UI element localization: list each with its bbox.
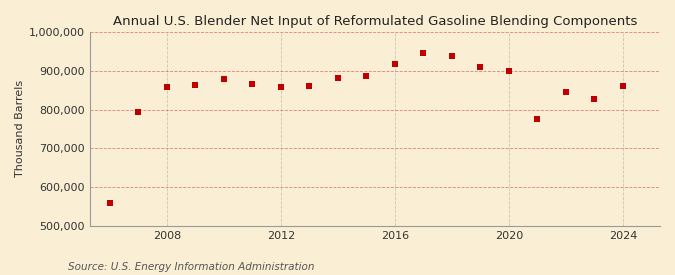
Point bbox=[532, 117, 543, 122]
Point bbox=[247, 82, 258, 87]
Point bbox=[133, 110, 144, 114]
Point bbox=[275, 85, 286, 89]
Point bbox=[447, 54, 458, 58]
Point bbox=[560, 90, 571, 94]
Text: Source: U.S. Energy Information Administration: Source: U.S. Energy Information Administ… bbox=[68, 262, 314, 272]
Point bbox=[618, 84, 628, 89]
Point bbox=[504, 68, 514, 73]
Point bbox=[589, 97, 600, 101]
Point bbox=[418, 51, 429, 55]
Title: Annual U.S. Blender Net Input of Reformulated Gasoline Blending Components: Annual U.S. Blender Net Input of Reformu… bbox=[113, 15, 637, 28]
Point bbox=[333, 76, 344, 80]
Point bbox=[475, 65, 486, 69]
Point bbox=[389, 62, 400, 66]
Point bbox=[105, 200, 115, 205]
Point bbox=[361, 74, 372, 78]
Point bbox=[219, 77, 230, 81]
Point bbox=[304, 84, 315, 89]
Point bbox=[190, 83, 201, 87]
Point bbox=[161, 85, 172, 90]
Y-axis label: Thousand Barrels: Thousand Barrels bbox=[15, 80, 25, 177]
